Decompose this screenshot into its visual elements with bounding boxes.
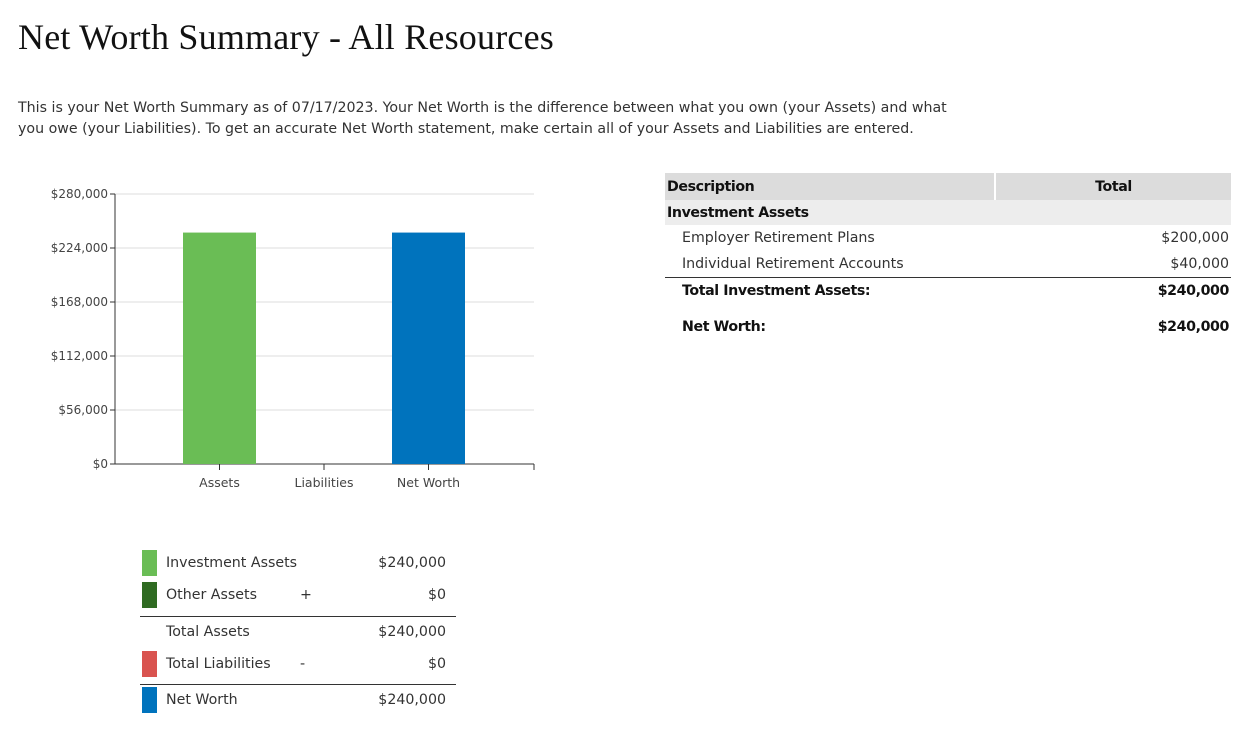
plus-operator: + xyxy=(300,587,312,603)
legend-row-investment-assets: Investment Assets $240,000 xyxy=(140,548,456,580)
legend-value: $240,000 xyxy=(378,555,446,571)
y-tick-label: $112,000 xyxy=(51,349,108,363)
bar-net-worth xyxy=(392,232,465,464)
investment-assets-swatch xyxy=(142,550,157,576)
row-description: Individual Retirement Accounts xyxy=(682,256,904,272)
legend-label: Net Worth xyxy=(166,692,238,708)
legend-label: Investment Assets xyxy=(166,555,298,571)
row-description: Employer Retirement Plans xyxy=(682,230,875,246)
spacer-row xyxy=(665,304,1231,314)
section-label: Investment Assets xyxy=(665,200,1231,225)
net-worth-swatch xyxy=(142,687,157,713)
row-total: $40,000 xyxy=(1170,256,1229,272)
row-description: Net Worth: xyxy=(682,319,766,335)
row-total: $200,000 xyxy=(1161,230,1229,246)
row-total: $240,000 xyxy=(1157,319,1230,335)
table-row: Employer Retirement Plans $200,000 xyxy=(665,225,1231,251)
legend-value: $0 xyxy=(427,587,446,603)
y-tick-label: $56,000 xyxy=(58,403,108,417)
spacer-cell xyxy=(665,304,1231,314)
legend-label: Total Liabilities xyxy=(166,656,271,672)
page-title: Net Worth Summary - All Resources xyxy=(18,17,554,57)
intro-text: This is your Net Worth Summary as of 07/… xyxy=(18,100,947,137)
table-header-row: Description Total xyxy=(665,173,1231,200)
bar-assets xyxy=(183,232,256,464)
legend-value: $0 xyxy=(427,656,446,672)
legend-value: $240,000 xyxy=(378,624,446,640)
row-description: Total Investment Assets: xyxy=(665,277,995,304)
total-investment-assets-row: Total Investment Assets: $240,000 xyxy=(665,277,1231,304)
x-tick-label: Liabilities xyxy=(294,475,353,490)
y-tick-label: $224,000 xyxy=(51,241,108,255)
legend-row-other-assets: Other Assets + $0 xyxy=(140,580,456,612)
total-liabilities-swatch xyxy=(142,651,157,677)
legend-label: Other Assets xyxy=(166,587,257,603)
column-header-description: Description xyxy=(665,173,995,200)
table-row: Individual Retirement Accounts $40,000 xyxy=(665,251,1231,278)
net-worth-bar-chart: $0 $56,000 $112,000 $168,000 $224,000 $280,00… xyxy=(51,187,535,490)
x-tick-label: Net Worth xyxy=(397,475,460,490)
legend-value: $240,000 xyxy=(378,692,446,708)
x-tick-label: Assets xyxy=(199,475,240,490)
row-total: $240,000 xyxy=(995,277,1231,304)
legend-row-net-worth: Net Worth $240,000 xyxy=(140,684,456,717)
legend-row-total-liabilities: Total Liabilities - $0 xyxy=(140,649,456,681)
summary-legend: Investment Assets $240,000 Other Assets … xyxy=(140,548,456,717)
minus-operator: - xyxy=(300,656,306,672)
section-row-investment-assets: Investment Assets xyxy=(665,200,1231,225)
legend-label: Total Assets xyxy=(166,624,250,640)
y-tick-label: $0 xyxy=(93,457,108,471)
column-header-total: Total xyxy=(994,173,1231,200)
legend-row-total-assets: Total Assets $240,000 xyxy=(140,616,456,649)
y-tick-label: $280,000 xyxy=(51,187,108,201)
other-assets-swatch xyxy=(142,582,157,608)
y-tick-label: $168,000 xyxy=(51,295,108,309)
net-worth-table: Description Total Investment Assets Empl… xyxy=(665,173,1231,340)
net-worth-row: Net Worth: $240,000 xyxy=(665,314,1231,340)
